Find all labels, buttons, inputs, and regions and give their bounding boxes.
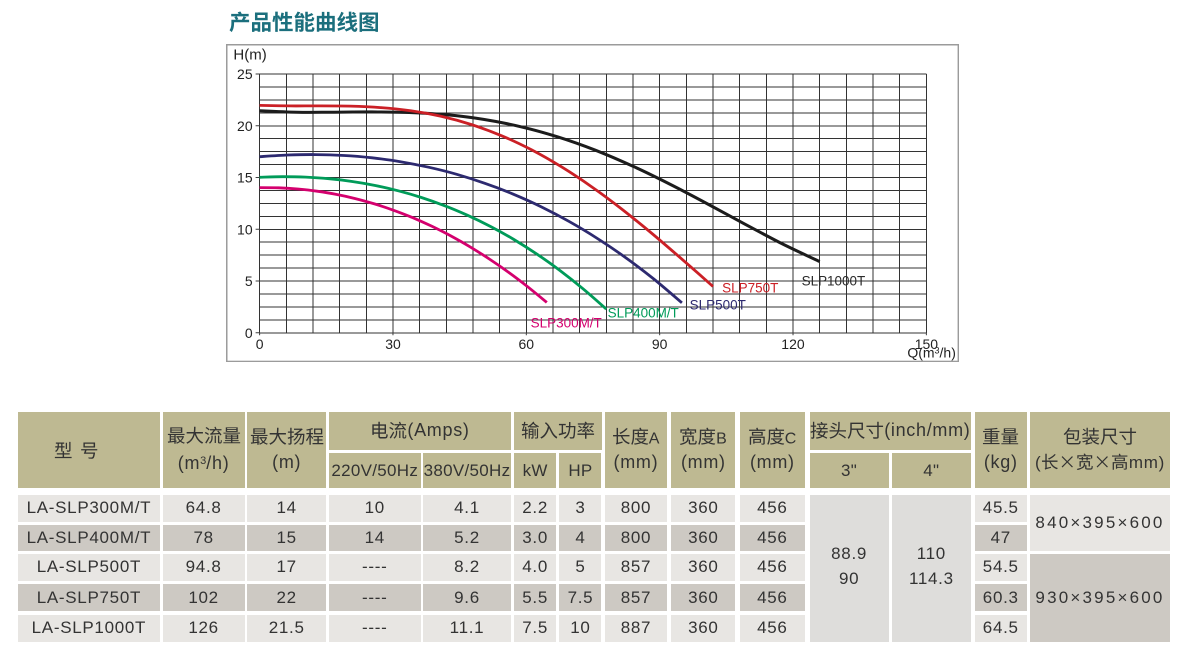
svg-text:150: 150 (915, 336, 939, 352)
svg-text:SLP750T: SLP750T (722, 280, 778, 295)
svg-text:30: 30 (386, 336, 402, 352)
svg-text:60: 60 (519, 336, 535, 352)
svg-text:H(m): H(m) (234, 46, 267, 63)
svg-text:120: 120 (782, 336, 806, 352)
svg-text:0: 0 (245, 325, 253, 341)
svg-text:Q(m3/h): Q(m3/h) (908, 344, 957, 360)
svg-text:SLP1000T: SLP1000T (802, 273, 866, 288)
svg-text:15: 15 (237, 169, 253, 185)
svg-text:SLP300M/T: SLP300M/T (531, 315, 602, 330)
svg-text:25: 25 (237, 66, 253, 82)
svg-text:0: 0 (256, 336, 264, 352)
svg-text:SLP500T: SLP500T (690, 297, 746, 312)
svg-text:10: 10 (237, 221, 253, 237)
svg-text:5: 5 (245, 273, 253, 289)
svg-text:20: 20 (237, 118, 253, 134)
svg-text:SLP400M/T: SLP400M/T (608, 305, 679, 320)
svg-text:90: 90 (652, 336, 668, 352)
